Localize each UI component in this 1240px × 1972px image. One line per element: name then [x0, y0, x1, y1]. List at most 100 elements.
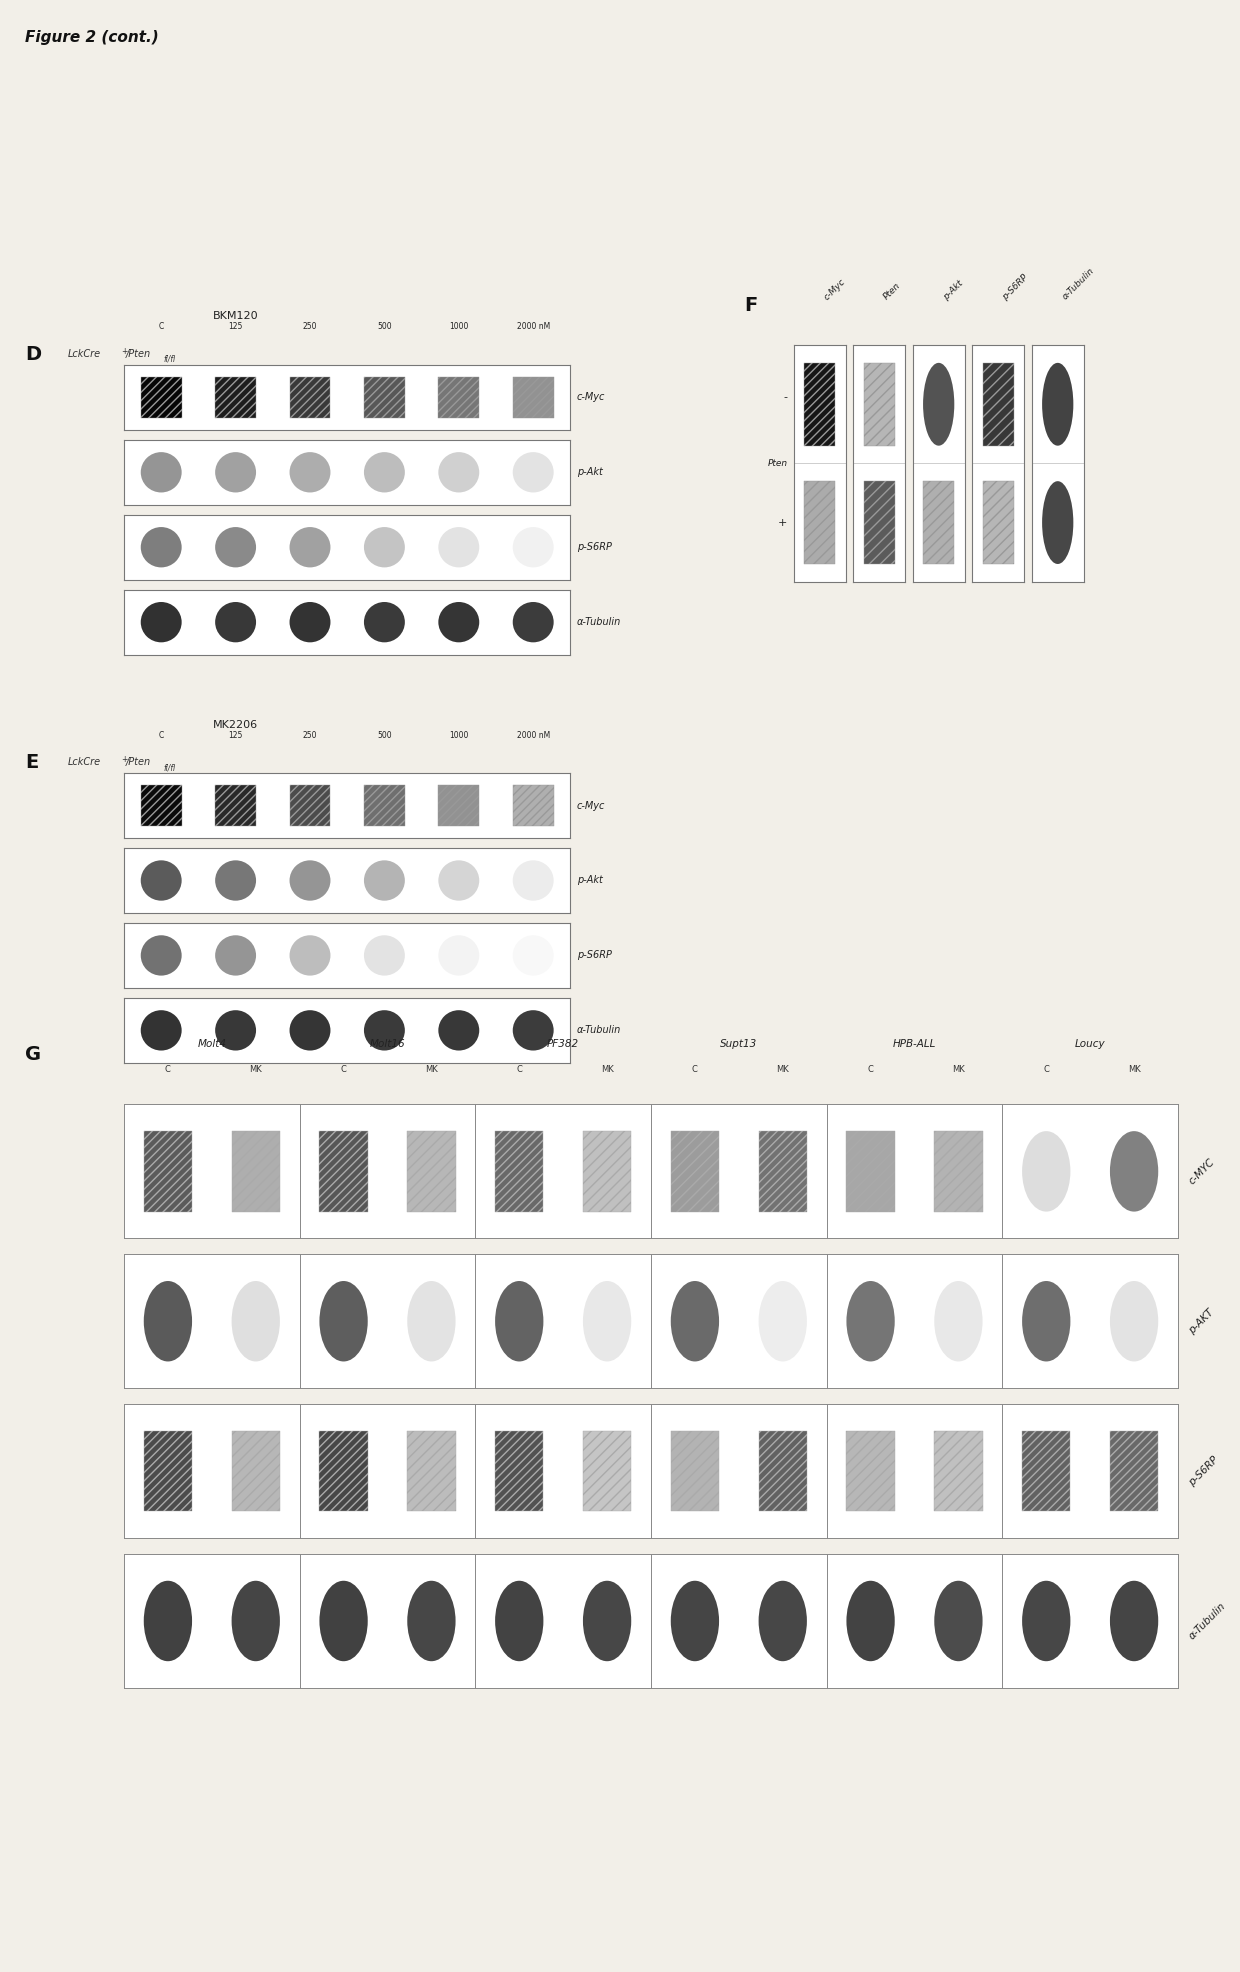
- Ellipse shape: [1110, 1582, 1158, 1660]
- Bar: [1022, 1432, 1070, 1511]
- Bar: [863, 363, 895, 446]
- Text: α-Tubulin: α-Tubulin: [577, 617, 621, 627]
- Text: PF382: PF382: [547, 1039, 579, 1049]
- Ellipse shape: [934, 1282, 982, 1361]
- Text: D: D: [25, 345, 41, 365]
- Bar: [671, 1432, 719, 1511]
- Text: p-S6RP: p-S6RP: [1001, 272, 1030, 302]
- Ellipse shape: [289, 452, 330, 493]
- Text: α-Tubulin: α-Tubulin: [1060, 266, 1096, 302]
- Bar: [289, 785, 330, 826]
- Ellipse shape: [1110, 1132, 1158, 1211]
- Text: p-Akt: p-Akt: [577, 467, 603, 477]
- Text: +: +: [122, 347, 128, 357]
- Ellipse shape: [1022, 1132, 1070, 1211]
- Ellipse shape: [1042, 481, 1074, 564]
- Ellipse shape: [671, 1582, 719, 1660]
- Ellipse shape: [140, 452, 181, 493]
- Ellipse shape: [144, 1282, 192, 1361]
- Text: Figure 2 (cont.): Figure 2 (cont.): [25, 30, 159, 45]
- Ellipse shape: [438, 1010, 479, 1051]
- Bar: [407, 1132, 455, 1211]
- Bar: [289, 377, 330, 418]
- Bar: [320, 1432, 368, 1511]
- Bar: [934, 1132, 982, 1211]
- Ellipse shape: [495, 1282, 543, 1361]
- Bar: [847, 1432, 895, 1511]
- Text: +: +: [122, 755, 128, 765]
- Text: Molt4: Molt4: [197, 1039, 227, 1049]
- Ellipse shape: [289, 527, 330, 568]
- Bar: [216, 785, 255, 826]
- Text: C: C: [159, 730, 164, 740]
- Bar: [144, 1132, 192, 1211]
- Ellipse shape: [1022, 1282, 1070, 1361]
- Text: C: C: [1043, 1065, 1049, 1075]
- Text: MK: MK: [425, 1065, 438, 1075]
- Ellipse shape: [512, 452, 553, 493]
- Ellipse shape: [232, 1282, 280, 1361]
- Text: Pten: Pten: [768, 459, 787, 467]
- Ellipse shape: [289, 860, 330, 901]
- Bar: [407, 1432, 455, 1511]
- Text: MK2206: MK2206: [213, 720, 258, 730]
- Ellipse shape: [512, 527, 553, 568]
- Ellipse shape: [320, 1282, 368, 1361]
- Text: Molt16: Molt16: [370, 1039, 405, 1049]
- Ellipse shape: [216, 452, 255, 493]
- Ellipse shape: [512, 935, 553, 976]
- Text: fl/fl: fl/fl: [164, 763, 176, 773]
- Bar: [982, 363, 1014, 446]
- Bar: [232, 1432, 280, 1511]
- Ellipse shape: [438, 935, 479, 976]
- Text: p-S6RP: p-S6RP: [577, 951, 611, 960]
- Text: 2000 nM: 2000 nM: [517, 321, 549, 331]
- Ellipse shape: [232, 1582, 280, 1660]
- Ellipse shape: [407, 1282, 455, 1361]
- Ellipse shape: [671, 1282, 719, 1361]
- Text: α-Tubulin: α-Tubulin: [1187, 1601, 1228, 1641]
- Ellipse shape: [512, 1010, 553, 1051]
- Ellipse shape: [140, 601, 181, 643]
- Ellipse shape: [140, 860, 181, 901]
- Bar: [495, 1432, 543, 1511]
- Text: MK: MK: [600, 1065, 614, 1075]
- Text: C: C: [159, 321, 164, 331]
- Ellipse shape: [365, 1010, 404, 1051]
- Ellipse shape: [365, 601, 404, 643]
- Ellipse shape: [140, 1010, 181, 1051]
- Text: C: C: [516, 1065, 522, 1075]
- Bar: [671, 1132, 719, 1211]
- Text: p-Akt: p-Akt: [941, 278, 965, 302]
- Text: 125: 125: [228, 730, 243, 740]
- Ellipse shape: [438, 860, 479, 901]
- Text: G: G: [25, 1045, 41, 1065]
- Text: HPB-ALL: HPB-ALL: [893, 1039, 936, 1049]
- Ellipse shape: [216, 935, 255, 976]
- Text: 2000 nM: 2000 nM: [517, 730, 549, 740]
- Bar: [141, 377, 182, 418]
- Text: Supt13: Supt13: [720, 1039, 758, 1049]
- Bar: [363, 785, 404, 826]
- Ellipse shape: [216, 601, 255, 643]
- Ellipse shape: [495, 1582, 543, 1660]
- Text: BKM120: BKM120: [213, 312, 258, 321]
- Bar: [513, 377, 553, 418]
- Text: MK: MK: [1127, 1065, 1141, 1075]
- Ellipse shape: [1022, 1582, 1070, 1660]
- Text: c-MYC: c-MYC: [1187, 1156, 1216, 1187]
- Ellipse shape: [438, 527, 479, 568]
- Ellipse shape: [365, 935, 404, 976]
- Text: C: C: [165, 1065, 171, 1075]
- Text: 500: 500: [377, 730, 392, 740]
- Text: 1000: 1000: [449, 321, 469, 331]
- Ellipse shape: [289, 935, 330, 976]
- Text: 500: 500: [377, 321, 392, 331]
- Ellipse shape: [923, 363, 955, 446]
- Ellipse shape: [759, 1582, 807, 1660]
- Bar: [934, 1432, 982, 1511]
- Ellipse shape: [216, 527, 255, 568]
- Text: C: C: [868, 1065, 873, 1075]
- Bar: [216, 377, 255, 418]
- Bar: [804, 481, 836, 564]
